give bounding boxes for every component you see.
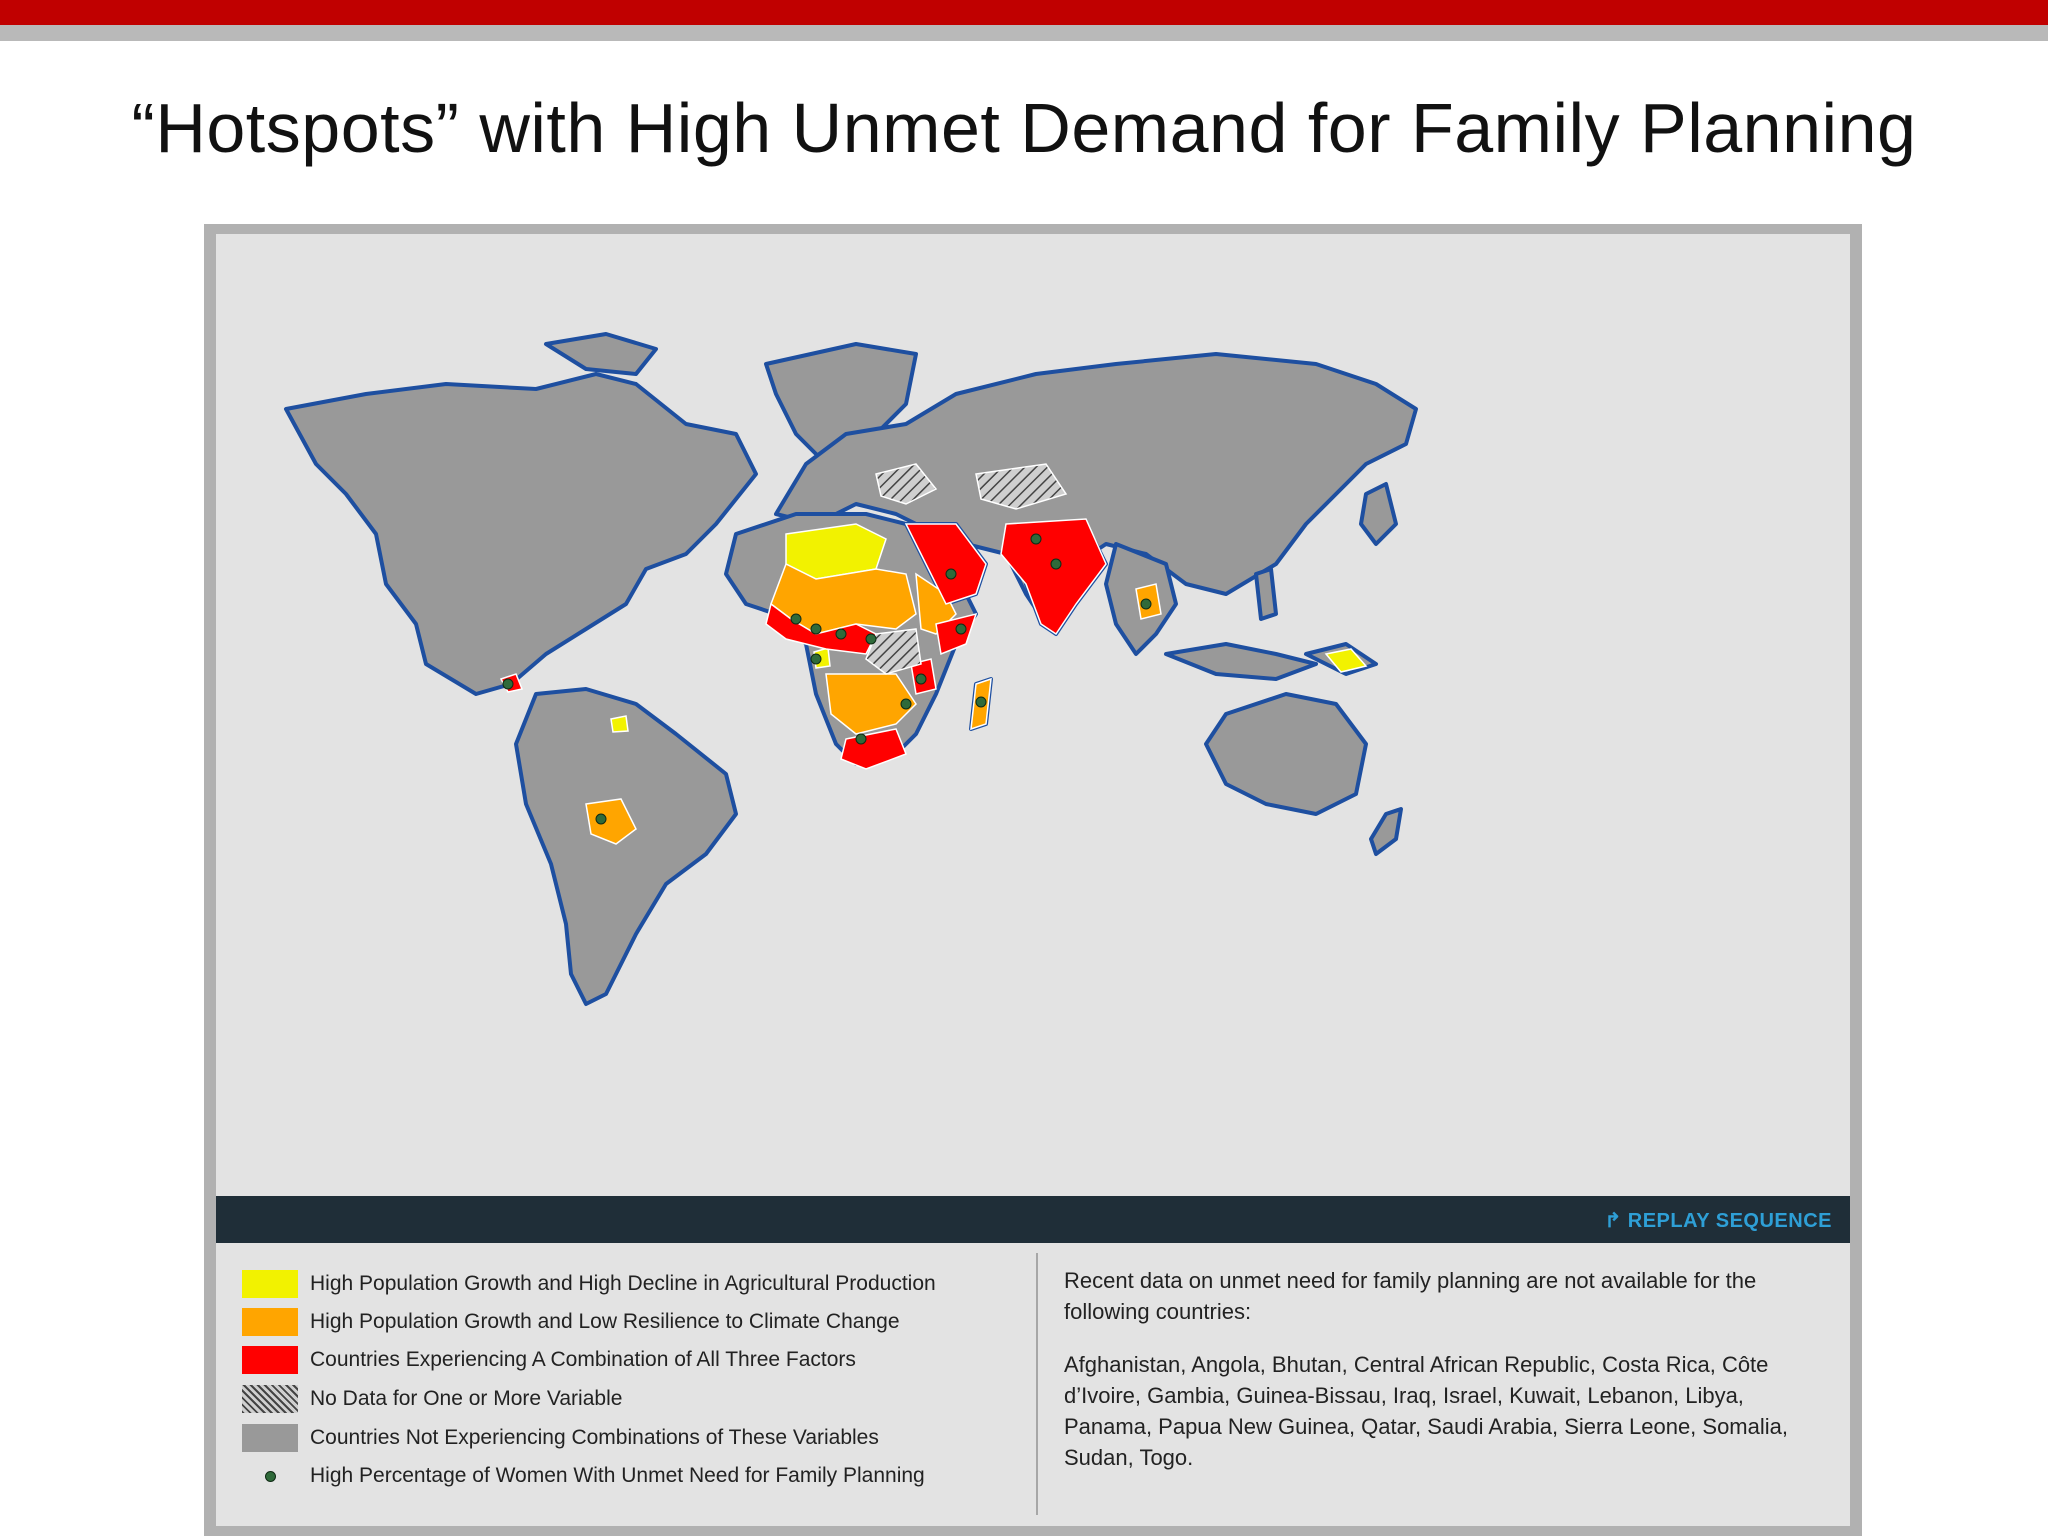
replay-arrow-icon: ↱ [1604, 1210, 1622, 1232]
legend-item-grey: Countries Not Experiencing Combinations … [242, 1423, 879, 1453]
philippines-landmass [1254, 567, 1278, 621]
red-region-horn-of-africa [935, 612, 978, 656]
legend-label: High Percentage of Women With Unmet Need… [310, 1464, 925, 1487]
world-map-panel [216, 234, 1850, 1196]
legend-label: High Population Growth and Low Resilienc… [310, 1310, 900, 1333]
world-map [284, 332, 1418, 1006]
hatched-region-eastern-europe [875, 463, 938, 505]
arctic-islands-landmass [544, 332, 658, 376]
legend-swatch-hatched [242, 1385, 298, 1413]
unmet-need-marker [865, 633, 877, 645]
legend-label: Countries Not Experiencing Combinations … [310, 1426, 879, 1449]
legend-item-yellow: High Population Growth and High Decline … [242, 1269, 936, 1299]
unmet-need-marker [1030, 533, 1042, 545]
unmet-need-marker [790, 613, 802, 625]
hatched-region-central-asia [975, 463, 1068, 510]
top-grey-bar [0, 25, 2048, 41]
unavailable-countries-list: Afghanistan, Angola, Bhutan, Central Afr… [1064, 1352, 1788, 1470]
unmet-need-marker [975, 696, 987, 708]
top-accent-bar [0, 0, 2048, 25]
unmet-need-marker [945, 568, 957, 580]
red-region-south-asia [1000, 518, 1107, 636]
legend-label: Countries Experiencing A Combination of … [310, 1348, 856, 1371]
legend-swatch-grey [242, 1424, 298, 1452]
unmet-need-marker [835, 628, 847, 640]
unmet-need-marker [810, 653, 822, 665]
north-america-landmass [284, 372, 758, 696]
unmet-need-marker [1140, 598, 1152, 610]
dot-marker-icon [264, 1470, 276, 1482]
legend-item-dot: High Percentage of Women With Unmet Need… [242, 1461, 925, 1491]
hatched-region-central-africa [865, 628, 922, 675]
unmet-need-marker [955, 623, 967, 635]
orange-region-bolivia [585, 798, 637, 845]
legend-label: No Data for One or More Variable [310, 1387, 623, 1410]
unmet-need-marker [502, 678, 514, 690]
replay-sequence-button[interactable]: ↱ REPLAY SEQUENCE [1605, 1208, 1833, 1233]
unmet-need-marker [810, 623, 822, 635]
legend-swatch-dot [242, 1462, 298, 1490]
yellow-region-guiana [610, 715, 629, 733]
orange-region-southern-africa [825, 673, 917, 735]
red-region-arabia [904, 523, 987, 605]
indonesia-landmass [1164, 642, 1318, 681]
yellow-region-png [1324, 648, 1368, 673]
legend-item-orange: High Population Growth and Low Resilienc… [242, 1307, 900, 1337]
legend-panel: High Population Growth and High Decline … [216, 1243, 1850, 1526]
unmet-need-marker [915, 673, 927, 685]
south-america-landmass [514, 687, 738, 1006]
legend-swatch-orange [242, 1308, 298, 1336]
replay-sequence-label: REPLAY SEQUENCE [1627, 1210, 1832, 1232]
legend-item-hatched: No Data for One or More Variable [242, 1384, 622, 1414]
new-zealand-landmass [1369, 807, 1403, 856]
legend-item-red: Countries Experiencing A Combination of … [242, 1345, 856, 1375]
map-toolbar: ↱ REPLAY SEQUENCE [216, 1196, 1850, 1243]
unmet-need-marker [900, 698, 912, 710]
legend-swatch-yellow [242, 1270, 298, 1298]
unmet-need-marker [595, 813, 607, 825]
unmet-need-marker [855, 733, 867, 745]
legend-divider [1036, 1253, 1038, 1515]
legend-swatch-red [242, 1346, 298, 1374]
slide-title: “Hotspots” with High Unmet Demand for Fa… [131, 89, 1917, 167]
japan-landmass [1359, 482, 1398, 546]
unmet-need-marker [1050, 558, 1062, 570]
legend-label: High Population Growth and High Decline … [310, 1272, 936, 1295]
australia-landmass [1204, 692, 1368, 816]
unavailable-data-note: Recent data on unmet need for family pla… [1064, 1268, 1757, 1324]
